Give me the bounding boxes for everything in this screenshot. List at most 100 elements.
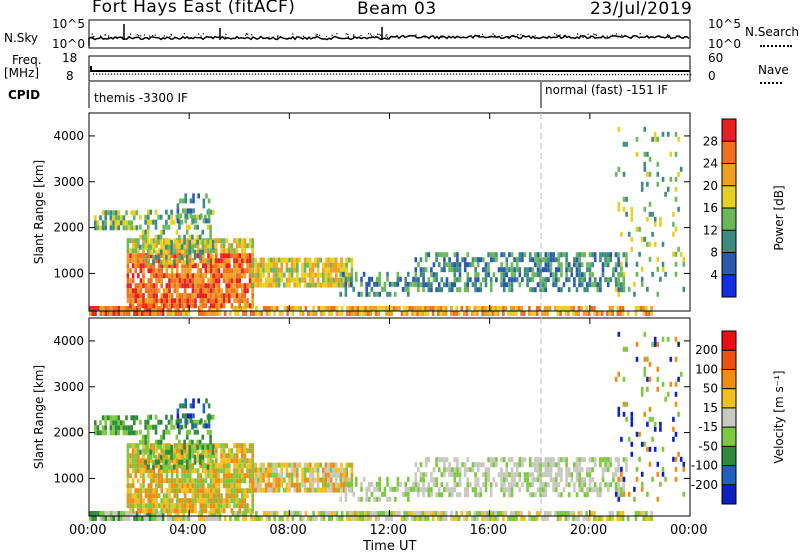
range-cell	[661, 381, 665, 387]
range-cell	[114, 215, 118, 221]
range-cell	[149, 449, 153, 455]
range-cell	[183, 468, 187, 474]
range-cell	[160, 478, 163, 484]
range-cell	[251, 498, 254, 504]
range-cell	[559, 311, 562, 316]
range-cell	[453, 487, 457, 493]
range-cell	[557, 472, 561, 478]
nsearch-dot	[646, 36, 648, 38]
range-cell	[643, 206, 647, 212]
nsearch-dot	[555, 34, 558, 36]
range-cell	[180, 244, 184, 250]
range-cell	[212, 288, 215, 294]
range-cell	[332, 472, 335, 478]
range-cell	[392, 306, 396, 311]
range-cell	[178, 483, 182, 489]
nsearch-dot	[595, 34, 598, 36]
range-cell	[296, 262, 299, 268]
nave-dot	[255, 73, 257, 75]
range-cell	[495, 252, 498, 258]
range-cell	[173, 243, 176, 249]
range-cell	[189, 498, 192, 504]
range-cell	[262, 487, 265, 493]
range-cell	[270, 467, 273, 473]
range-cell	[154, 234, 158, 240]
nave-dot	[288, 73, 290, 75]
range-cell	[165, 498, 169, 504]
range-cell	[342, 476, 345, 482]
range-cell	[661, 466, 665, 472]
range-cell	[541, 462, 545, 468]
range-cell	[126, 483, 130, 489]
range-cell	[619, 306, 622, 311]
range-cell	[486, 306, 490, 311]
range-cell	[152, 238, 156, 244]
range-cell	[133, 430, 136, 436]
range-cell	[432, 467, 436, 473]
range-cell	[280, 482, 283, 488]
range-cell	[222, 273, 226, 279]
range-cell	[194, 218, 198, 224]
range-cell	[672, 211, 675, 217]
range-cell	[564, 306, 568, 311]
range-cell	[500, 482, 503, 488]
range-cell	[139, 473, 143, 479]
range-cell	[206, 259, 210, 265]
range-cell	[564, 516, 568, 521]
range-cell	[235, 458, 239, 464]
range-cell	[437, 467, 441, 473]
range-cell	[89, 511, 92, 516]
range-cell	[235, 283, 239, 289]
nave-dot	[192, 73, 194, 75]
range-cell	[275, 262, 278, 268]
nave-dot	[666, 74, 668, 76]
range-cell	[178, 224, 181, 230]
range-cell	[194, 298, 197, 304]
range-cell	[293, 267, 296, 273]
range-cell	[304, 511, 308, 516]
range-cell	[150, 503, 153, 509]
range-cell	[677, 376, 680, 382]
range-cell	[552, 257, 555, 263]
range-cell	[619, 487, 623, 493]
range-cell	[222, 258, 226, 264]
range-cell	[181, 453, 184, 459]
range-cell	[134, 473, 137, 479]
range-cell	[351, 516, 354, 521]
range-cell	[502, 252, 506, 258]
range-cell	[146, 239, 150, 245]
range-cell	[197, 193, 200, 199]
range-cell	[630, 236, 634, 242]
range-cell	[340, 511, 344, 516]
range-cell	[604, 277, 607, 283]
range-cell	[220, 508, 223, 514]
range-cell	[212, 303, 215, 309]
range-cell	[414, 282, 418, 288]
range-cell	[215, 458, 218, 464]
range-cell	[656, 376, 660, 382]
range-cell	[544, 457, 548, 463]
range-cell	[177, 311, 180, 316]
range-cell	[346, 516, 349, 521]
range-cell	[648, 461, 652, 467]
range-cell	[152, 293, 156, 299]
range-cell	[207, 263, 210, 269]
range-cell	[330, 311, 334, 316]
range-cell	[194, 283, 197, 289]
range-cell	[249, 306, 253, 311]
range-cell	[142, 243, 145, 249]
range-cell	[248, 283, 252, 289]
range-cell	[575, 472, 579, 478]
range-cell	[407, 286, 410, 292]
range-cell	[296, 467, 299, 473]
range-cell	[212, 268, 215, 274]
range-cell	[375, 276, 379, 282]
range-cell	[515, 262, 519, 268]
range-cell	[183, 259, 186, 265]
range-cell	[207, 208, 211, 214]
range-cell	[204, 453, 208, 459]
range-cell	[661, 336, 665, 342]
range-cell	[497, 472, 501, 478]
range-cell	[626, 516, 630, 521]
range-cell	[220, 248, 223, 254]
